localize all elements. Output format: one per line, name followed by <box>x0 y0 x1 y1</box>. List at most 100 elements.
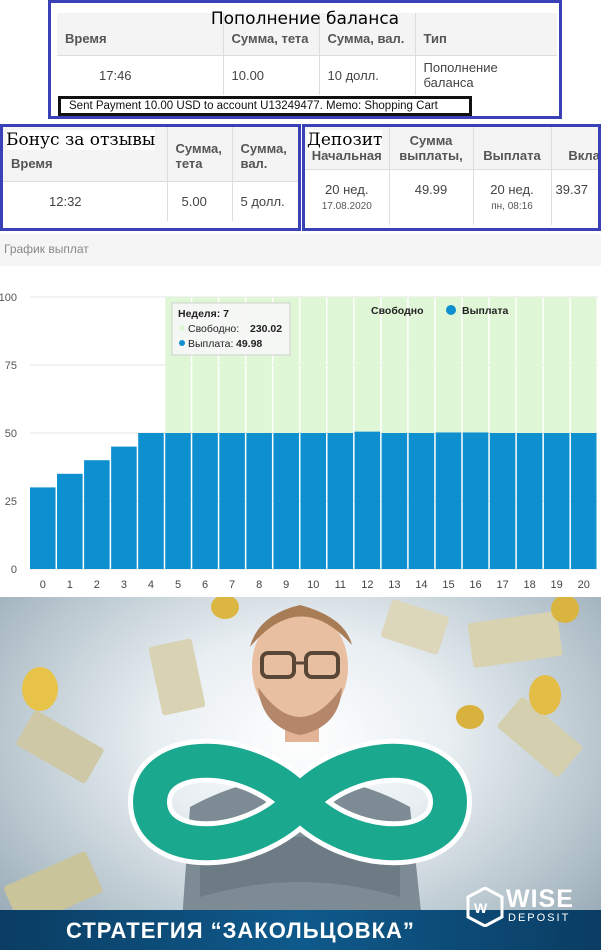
legend-label-payout: Выплата <box>462 305 509 317</box>
bar-free[interactable] <box>381 297 408 433</box>
x-tick-label: 3 <box>121 579 127 591</box>
banner-title: СТРАТЕГИЯ “ЗАКОЛЬЦОВКА” <box>66 918 415 943</box>
bar-free[interactable] <box>489 297 516 433</box>
deposit-amount: 39.37 <box>555 181 589 197</box>
y-tick-label: 50 <box>5 428 17 440</box>
tooltip-payout-value: 49.98 <box>236 338 262 350</box>
bar-payout[interactable] <box>516 433 543 569</box>
start-date: 17.08.2020 <box>321 200 372 212</box>
bar-payout[interactable] <box>111 446 137 569</box>
bar-payout[interactable] <box>84 460 110 569</box>
deposit-panel: Начальная Сумма выплаты, Выплата Вклад 2… <box>302 124 601 231</box>
svg-text:W: W <box>474 900 488 916</box>
x-tick-label: 15 <box>442 579 454 591</box>
x-tick-label: 11 <box>335 579 346 591</box>
bar-payout[interactable] <box>57 473 83 569</box>
payment-memo: Sent Payment 10.00 USD to account U13249… <box>58 96 472 116</box>
payout-weeks: 20 нед. <box>490 181 534 197</box>
bar-free[interactable] <box>543 297 570 433</box>
tooltip-marker-free <box>179 325 185 331</box>
strategy-banner: СТРАТЕГИЯ “ЗАКОЛЬЦОВКА” W WISE DEPOSIT <box>0 597 601 950</box>
bar-payout[interactable] <box>165 433 191 569</box>
bar-payout[interactable] <box>381 433 408 569</box>
bar-payout[interactable] <box>408 433 435 569</box>
legend-label-free: Свободно <box>371 305 424 317</box>
legend-marker-payout <box>446 305 456 315</box>
wise-deposit-logo: W WISE DEPOSIT <box>466 885 591 929</box>
column-header: Вклад <box>551 127 598 170</box>
x-tick-label: 5 <box>175 579 181 591</box>
bar-free[interactable] <box>435 297 462 433</box>
payout-chart[interactable]: 0 25 50 75 100 0 1 2 3 4 5 6 7 8 9 10 11 12 13 14 15 16 17 18 19… <box>0 266 601 596</box>
bar-payout[interactable] <box>354 431 381 569</box>
x-tick-label: 1 <box>67 579 73 591</box>
table-cell: 5 долл. <box>240 193 285 209</box>
start-weeks: 20 нед. <box>325 181 369 197</box>
chart-title: График выплат <box>4 242 89 256</box>
tooltip-title: Неделя: 7 <box>178 308 229 320</box>
tooltip-free-label: Свободно: <box>188 323 239 335</box>
x-tick-label: 7 <box>229 579 235 591</box>
bar-payout[interactable] <box>273 433 299 569</box>
infinity-icon <box>128 738 472 866</box>
balance-topup-table: Время Сумма, тета Сумма, вал. Тип 17:46 … <box>57 13 557 95</box>
x-tick-label: 16 <box>469 579 481 591</box>
x-tick-label: 14 <box>415 579 427 591</box>
bar-payout[interactable] <box>462 432 489 569</box>
panel-title: Депозит <box>307 130 383 150</box>
bar-payout[interactable] <box>246 433 272 569</box>
bar-free[interactable] <box>516 297 543 433</box>
x-tick-label: 8 <box>256 579 262 591</box>
table-cell: 5.00 <box>167 181 233 221</box>
column-header: Сумма выплаты, <box>389 127 474 170</box>
x-tick-label: 19 <box>551 579 563 591</box>
bar-payout[interactable] <box>219 433 245 569</box>
bar-free[interactable] <box>354 297 381 432</box>
payout-amount: 49.99 <box>414 181 448 197</box>
bar-free[interactable] <box>327 297 354 433</box>
table-cell: 20 нед. 17.08.2020 <box>305 169 390 225</box>
x-tick-label: 20 <box>578 579 590 591</box>
banner-illustration <box>3 597 583 950</box>
logo-icon: W <box>466 887 504 927</box>
bar-payout[interactable] <box>435 432 462 569</box>
bar-payout[interactable] <box>327 433 354 569</box>
y-tick-label: 100 <box>0 292 17 304</box>
tooltip-marker-payout <box>179 340 185 346</box>
bar-free[interactable] <box>300 297 327 433</box>
table-cell: 49.99 <box>389 169 474 225</box>
table-cell: 17:46 <box>57 55 224 95</box>
bar-payout[interactable] <box>138 433 164 569</box>
bar-payout[interactable] <box>543 433 570 569</box>
table-row: 20 нед. 17.08.2020 49.99 20 нед. пн, 08:… <box>305 169 598 225</box>
y-tick-label: 0 <box>11 564 17 576</box>
x-tick-label: 13 <box>388 579 400 591</box>
tooltip-free-value: 230.02 <box>250 323 282 335</box>
column-header: Сумма, тета <box>167 127 233 182</box>
logo-text: WISE <box>506 885 574 913</box>
table-cell: 10.00 <box>223 55 320 95</box>
x-tick-label: 9 <box>283 579 289 591</box>
bar-payout[interactable] <box>192 433 218 569</box>
table-cell: 39.37 <box>551 169 598 225</box>
review-bonus-panel: Время Сумма, тета Сумма, вал. 12:32 5.00… <box>0 124 301 231</box>
x-tick-label: 10 <box>307 579 319 591</box>
chart-tooltip <box>171 302 291 356</box>
y-tick-label: 75 <box>5 360 17 372</box>
bar-payout[interactable] <box>489 433 516 569</box>
logo-subtext: DEPOSIT <box>508 912 571 924</box>
x-tick-label: 18 <box>524 579 536 591</box>
panel-title: Пополнение баланса <box>210 9 400 29</box>
bar-payout[interactable] <box>570 433 597 569</box>
bar-free[interactable] <box>462 297 489 433</box>
balance-topup-panel: Время Сумма, тета Сумма, вал. Тип 17:46 … <box>48 0 562 119</box>
bar-free[interactable] <box>570 297 597 433</box>
bar-free[interactable] <box>408 297 435 433</box>
column-header: Сумма, вал. <box>319 13 416 56</box>
bar-payout[interactable] <box>30 487 56 569</box>
table-header-row: Время Сумма, тета Сумма, вал. Тип <box>57 13 557 56</box>
bar-payout[interactable] <box>300 433 327 569</box>
table-cell: 20 нед. пн, 08:16 <box>473 169 552 225</box>
x-tick-label: 4 <box>148 579 154 591</box>
